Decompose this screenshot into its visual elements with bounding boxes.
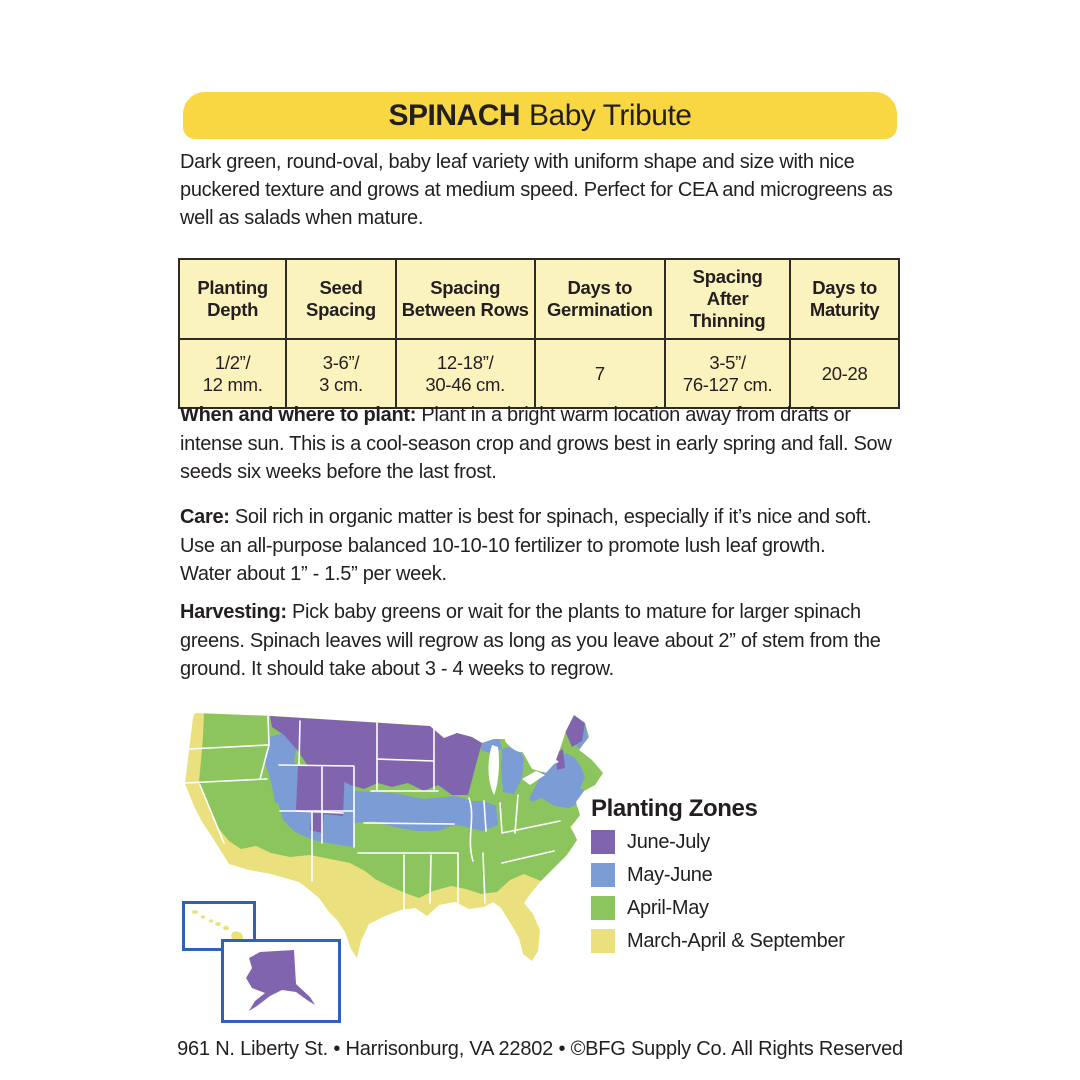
legend-label: March-April & September <box>627 929 845 952</box>
table-value-row: 1/2”/ 12 mm. 3-6”/ 3 cm. 12-18”/ 30-46 c… <box>177 338 900 409</box>
col-header-spacing-between-rows: Spacing Between Rows <box>394 258 536 340</box>
value-days-to-germination: 7 <box>533 338 666 409</box>
section-label: Harvesting: <box>180 601 287 623</box>
planting-zones-map <box>172 703 617 1023</box>
section-text: Soil rich in organic matter is best for … <box>180 506 872 585</box>
col-header-spacing-after-thinning: Spacing After Thinning <box>663 258 792 340</box>
us-map <box>185 713 603 961</box>
map-legend: Planting Zones June-July May-June April-… <box>591 795 845 962</box>
hawaii-islands <box>192 910 243 942</box>
variety-description: Dark green, round-oval, baby leaf variet… <box>180 151 893 229</box>
zone-purple <box>270 715 585 833</box>
section-text: Plant in a bright warm location away fro… <box>180 404 892 483</box>
legend-label: May-June <box>627 863 713 886</box>
value-days-to-maturity: 20-28 <box>789 338 900 409</box>
legend-item-april-may: April-May <box>591 896 845 920</box>
legend-swatch-yellow <box>591 929 615 953</box>
planting-info-table: Planting Depth Seed Spacing Spacing Betw… <box>177 258 900 409</box>
table-header-row: Planting Depth Seed Spacing Spacing Betw… <box>177 258 900 340</box>
value-planting-depth: 1/2”/ 12 mm. <box>177 338 288 409</box>
alaska-inset <box>221 939 341 1023</box>
legend-title: Planting Zones <box>591 795 758 822</box>
legend-swatch-green <box>591 896 615 920</box>
title-banner: SPINACH Baby Tribute <box>183 92 897 139</box>
col-header-seed-spacing: Seed Spacing <box>285 258 397 340</box>
legend-label: June-July <box>627 830 710 853</box>
variety-name: SPINACH <box>388 98 521 132</box>
legend-label: April-May <box>627 896 709 919</box>
col-header-planting-depth: Planting Depth <box>177 258 288 340</box>
value-seed-spacing: 3-6”/ 3 cm. <box>285 338 397 409</box>
section-care: Care: Soil rich in organic matter is bes… <box>180 503 928 589</box>
state-borders <box>185 715 561 911</box>
alaska-shape <box>246 950 315 1011</box>
footer-address: 961 N. Liberty St. • Harrisonburg, VA 22… <box>177 1038 903 1060</box>
col-header-days-to-germination: Days to Germination <box>533 258 666 340</box>
col-header-days-to-maturity: Days to Maturity <box>789 258 900 340</box>
section-label: Care: <box>180 506 230 528</box>
legend-swatch-blue <box>591 863 615 887</box>
section-label: When and where to plant: <box>180 404 417 426</box>
section-text: Pick baby greens or wait for the plants … <box>180 601 881 680</box>
legend-item-june-july: June-July <box>591 830 845 854</box>
legend-swatch-purple <box>591 830 615 854</box>
cultivar-name: Baby Tribute <box>529 98 692 132</box>
value-spacing-after-thinning: 3-5”/ 76-127 cm. <box>663 338 792 409</box>
legend-item-may-june: May-June <box>591 863 845 887</box>
section-harvesting: Harvesting: Pick baby greens or wait for… <box>180 598 928 684</box>
value-spacing-between-rows: 12-18”/ 30-46 cm. <box>394 338 536 409</box>
alaska-map <box>246 950 315 1011</box>
hawaii-inset <box>182 901 256 951</box>
section-when-where-to-plant: When and where to plant: Plant in a brig… <box>180 401 928 487</box>
legend-item-march-april-september: March-April & September <box>591 929 845 953</box>
